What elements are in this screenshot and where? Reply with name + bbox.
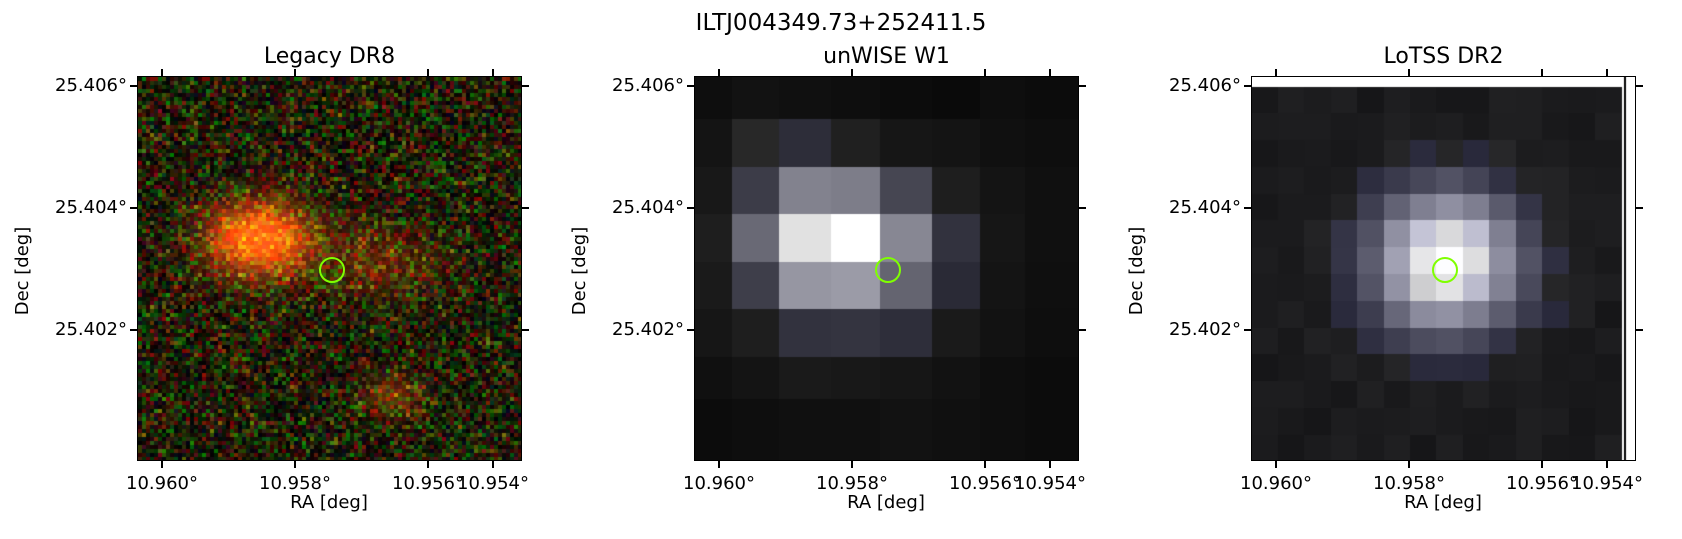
x-tick-bottom [851,461,853,468]
x-tick-label: 10.958° [816,473,888,494]
image-lotss [1251,76,1636,461]
y-tick-left [687,329,694,331]
y-tick-right [1079,329,1086,331]
x-tick-label: 10.954° [1014,473,1086,494]
x-tick-top [851,69,853,76]
y-tick-right [522,207,529,209]
panel-title: Legacy DR8 [263,44,396,69]
y-tick-right [522,329,529,331]
y-tick-label: 25.406° [55,75,127,96]
x-tick-top [984,69,986,76]
x-tick-bottom [1408,461,1410,468]
x-tick-top [492,69,494,76]
x-tick-top [718,69,720,76]
x-axis-label: RA [deg] [847,492,925,513]
source-marker-circle [1432,257,1458,283]
x-tick-label: 10.958° [259,473,331,494]
y-tick-label: 25.404° [612,197,684,218]
y-tick-right [1636,207,1643,209]
x-tick-label: 10.960° [126,473,198,494]
x-tick-bottom [1606,461,1608,468]
y-tick-label: 25.404° [55,197,127,218]
x-axis-label: RA [deg] [290,492,368,513]
panel-title: LoTSS DR2 [1383,44,1504,69]
y-axis-label: Dec [deg] [12,226,33,316]
x-tick-label: 10.954° [457,473,529,494]
x-tick-bottom [492,461,494,468]
x-tick-bottom [427,461,429,468]
x-tick-bottom [984,461,986,468]
x-tick-top [1275,69,1277,76]
x-tick-bottom [294,461,296,468]
panel-unwise: unWISE W1 25.406° 25.404° 25.402° 10.960° 10… [567,0,1127,539]
y-tick-left [130,329,137,331]
x-tick-top [1606,69,1608,76]
y-tick-left [687,85,694,87]
y-tick-left [687,207,694,209]
figure-title: ILTJ004349.73+252411.5 [695,10,987,36]
y-tick-left [130,207,137,209]
x-tick-top [1049,69,1051,76]
y-tick-right [1079,85,1086,87]
panel-legacy: Legacy DR8 25.406° 25.404° 25.402° 10.960° 1… [10,0,570,539]
panel-lotss: LoTSS DR2 25.406° 25.404° 25.402° 10.960° 10… [1124,0,1682,539]
y-tick-label: 25.406° [1169,75,1241,96]
x-tick-label: 10.956° [949,473,1021,494]
x-tick-top [161,69,163,76]
x-tick-bottom [1541,461,1543,468]
image-unwise [694,76,1079,461]
x-tick-bottom [1275,461,1277,468]
y-tick-label: 25.404° [1169,197,1241,218]
y-tick-label: 25.406° [612,75,684,96]
y-tick-left [130,85,137,87]
x-tick-label: 10.956° [392,473,464,494]
x-tick-bottom [1049,461,1051,468]
x-tick-top [427,69,429,76]
x-tick-label: 10.954° [1571,473,1643,494]
x-tick-top [1408,69,1410,76]
y-tick-right [1636,329,1643,331]
y-tick-right [1636,85,1643,87]
y-axis-label: Dec [deg] [1126,226,1147,316]
y-tick-label: 25.402° [1169,319,1241,340]
x-tick-label: 10.960° [1240,473,1312,494]
x-tick-top [1541,69,1543,76]
source-marker-circle [319,257,345,283]
y-tick-right [522,85,529,87]
y-tick-left [1244,207,1251,209]
x-tick-top [294,69,296,76]
y-tick-label: 25.402° [612,319,684,340]
x-tick-label: 10.960° [683,473,755,494]
y-tick-left [1244,85,1251,87]
panel-title: unWISE W1 [823,44,950,69]
y-tick-label: 25.402° [55,319,127,340]
x-tick-label: 10.958° [1373,473,1445,494]
y-axis-label: Dec [deg] [569,226,590,316]
y-tick-right [1079,207,1086,209]
x-tick-label: 10.956° [1506,473,1578,494]
x-tick-bottom [718,461,720,468]
x-axis-label: RA [deg] [1404,492,1482,513]
image-legacy [137,76,522,461]
y-tick-left [1244,329,1251,331]
source-marker-circle [875,257,901,283]
x-tick-bottom [161,461,163,468]
